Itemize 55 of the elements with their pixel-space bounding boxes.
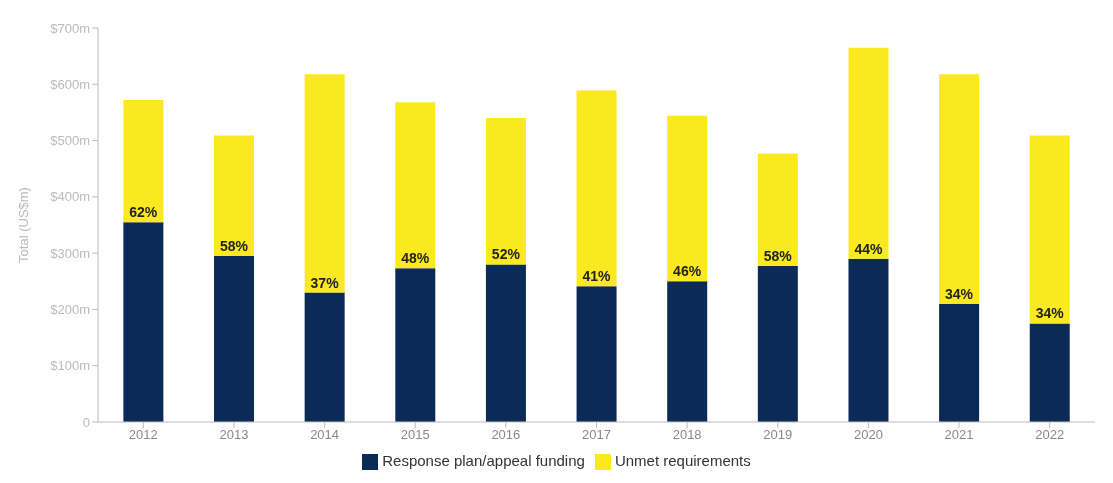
annotation: 34%	[945, 285, 974, 302]
bar	[1029, 323, 1070, 422]
y-tick-label: $200m	[50, 302, 90, 318]
y-tick-label: $500m	[50, 133, 90, 149]
bar	[485, 118, 526, 265]
x-tick-label: 2021	[944, 427, 974, 443]
bar	[304, 74, 345, 293]
x-tick-label: 2015	[400, 427, 430, 443]
bar	[576, 90, 617, 287]
annotation: 46%	[673, 263, 702, 280]
bar	[939, 303, 980, 422]
annotation: 34%	[1035, 305, 1065, 322]
bar	[848, 258, 889, 422]
bar	[757, 153, 798, 267]
bar	[1029, 135, 1070, 324]
bar	[485, 264, 526, 422]
legend-label: Unmet requirements	[614, 451, 751, 469]
y-tick-label: 0	[82, 414, 90, 430]
x-tick-label: 2019	[763, 427, 793, 443]
x-tick-label: 2018	[672, 427, 702, 443]
y-tick-label: $300m	[50, 245, 90, 261]
x-tick-label: 2013	[219, 427, 249, 443]
annotation: 41%	[582, 268, 612, 285]
bar	[214, 255, 255, 422]
bar	[395, 268, 436, 422]
x-tick-label: 2014	[310, 427, 340, 443]
x-tick-label: 2016	[491, 427, 521, 443]
annotation: 37%	[310, 274, 340, 291]
y-axis-title: Total (US$m)	[15, 187, 31, 263]
x-tick-label: 2022	[1035, 427, 1065, 443]
annotation: 62%	[129, 204, 158, 221]
y-tick-label: $100m	[50, 358, 90, 374]
bar	[667, 115, 708, 282]
bar	[214, 135, 255, 256]
x-tick-label: 2012	[128, 427, 158, 443]
bar	[123, 222, 164, 422]
annotation: 44%	[854, 240, 883, 257]
annotation: 58%	[219, 237, 249, 254]
annotation: 58%	[763, 248, 793, 265]
y-tick-label: $600m	[50, 76, 90, 92]
annotation: 52%	[491, 246, 521, 263]
legend-label: Response plan/appeal funding	[382, 451, 585, 469]
x-tick-label: 2017	[582, 427, 611, 443]
bar	[667, 281, 708, 422]
bar	[939, 74, 980, 304]
bar	[848, 47, 889, 259]
bar	[576, 286, 617, 422]
bar	[757, 266, 798, 422]
bar	[304, 292, 345, 422]
x-tick-label: 2020	[853, 427, 883, 443]
y-tick-label: $700m	[50, 20, 90, 36]
bar	[395, 102, 436, 269]
y-tick-label: $400m	[50, 189, 90, 205]
annotation: 48%	[401, 250, 430, 267]
bar	[123, 100, 164, 223]
